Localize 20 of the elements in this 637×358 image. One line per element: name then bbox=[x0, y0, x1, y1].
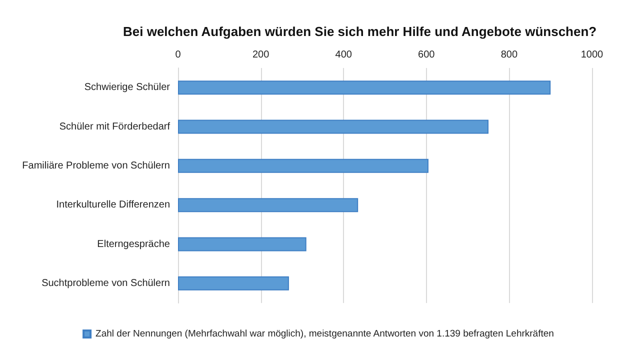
chart-title: Bei welchen Aufgaben würden Sie sich mehr Hilfe und Angebote wünschen? bbox=[123, 24, 597, 39]
x-tick-label: 200 bbox=[252, 50, 270, 60]
y-tick-label: Schüler mit Förderbedarf bbox=[59, 121, 170, 132]
x-tick-label: 800 bbox=[500, 50, 518, 60]
bar bbox=[178, 80, 551, 95]
x-tick-label: 1000 bbox=[580, 50, 604, 60]
bar bbox=[178, 120, 488, 134]
y-tick-label: Elterngespräche bbox=[97, 238, 170, 250]
bar bbox=[178, 276, 289, 290]
y-tick-label: Familiäre Probleme von Schülern bbox=[22, 160, 170, 172]
y-tick-label: Suchtprobleme von Schülern bbox=[42, 278, 170, 289]
bar bbox=[178, 158, 428, 173]
x-tick-label: 400 bbox=[335, 50, 352, 60]
y-tick-label: Schwierige Schüler bbox=[84, 82, 171, 94]
x-tick-label: 0 bbox=[175, 50, 182, 60]
y-tick-label: Interkulturelle Differenzen bbox=[56, 200, 170, 211]
bar bbox=[178, 198, 358, 212]
legend-label: Zahl der Nennungen (Mehrfachwahl war möglich), meistgenannte Antworten von 1.139 befragten Lehrkräften bbox=[96, 328, 554, 340]
bar bbox=[178, 237, 306, 252]
x-tick-label: 600 bbox=[418, 50, 436, 60]
